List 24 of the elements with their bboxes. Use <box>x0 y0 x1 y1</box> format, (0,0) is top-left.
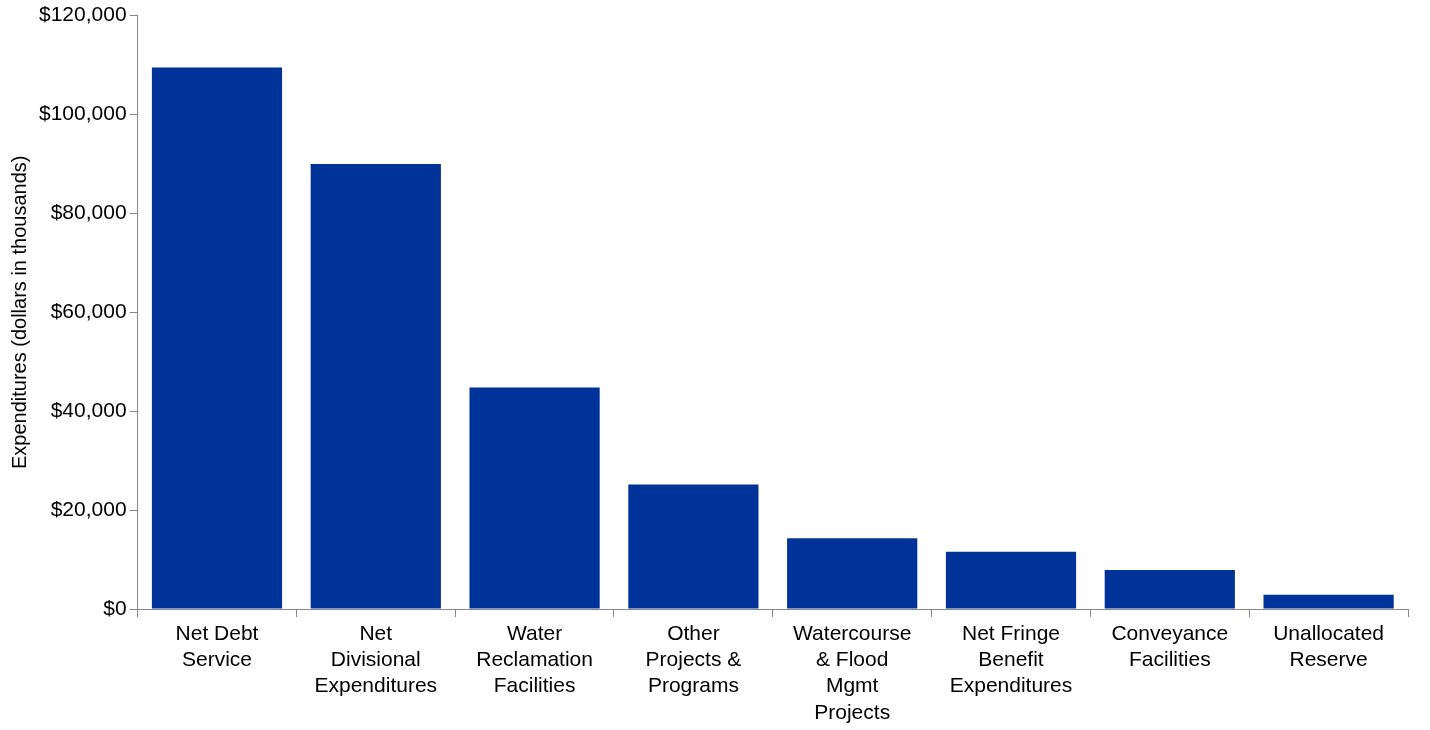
bar <box>787 538 918 609</box>
x-tick-label: Water Reclamation Facilities <box>476 620 593 697</box>
y-tick-label: $20,000 <box>50 496 127 520</box>
y-tick-label: $0 <box>103 595 127 619</box>
bar <box>1263 594 1394 609</box>
bar <box>945 551 1077 609</box>
bar <box>151 67 283 609</box>
bar <box>469 387 600 609</box>
y-axis-title: Expenditures (dollars in thousands) <box>7 155 30 470</box>
bar <box>1104 569 1235 609</box>
x-tick-label: Other Projects & Programs <box>645 620 742 697</box>
bar <box>310 163 441 609</box>
y-tick-label: $100,000 <box>39 101 127 125</box>
y-tick-label: $120,000 <box>39 2 127 26</box>
x-tick-label: Net Divisional Expenditures <box>314 620 438 697</box>
x-tick-label: Unallocated Reserve <box>1273 620 1385 671</box>
y-tick-label: $80,000 <box>50 200 127 224</box>
y-tick-label: $40,000 <box>50 398 127 421</box>
x-tick-label: Net Fringe Benefit Expenditures <box>949 620 1073 697</box>
x-tick-label: Conveyance Facilities <box>1111 620 1229 671</box>
x-tick-label: Watercourse & Flood Mgmt Projects <box>793 620 912 723</box>
x-tick-label: Net Debt Service <box>175 620 259 671</box>
y-tick-label: $60,000 <box>50 299 127 323</box>
bar <box>628 484 759 609</box>
